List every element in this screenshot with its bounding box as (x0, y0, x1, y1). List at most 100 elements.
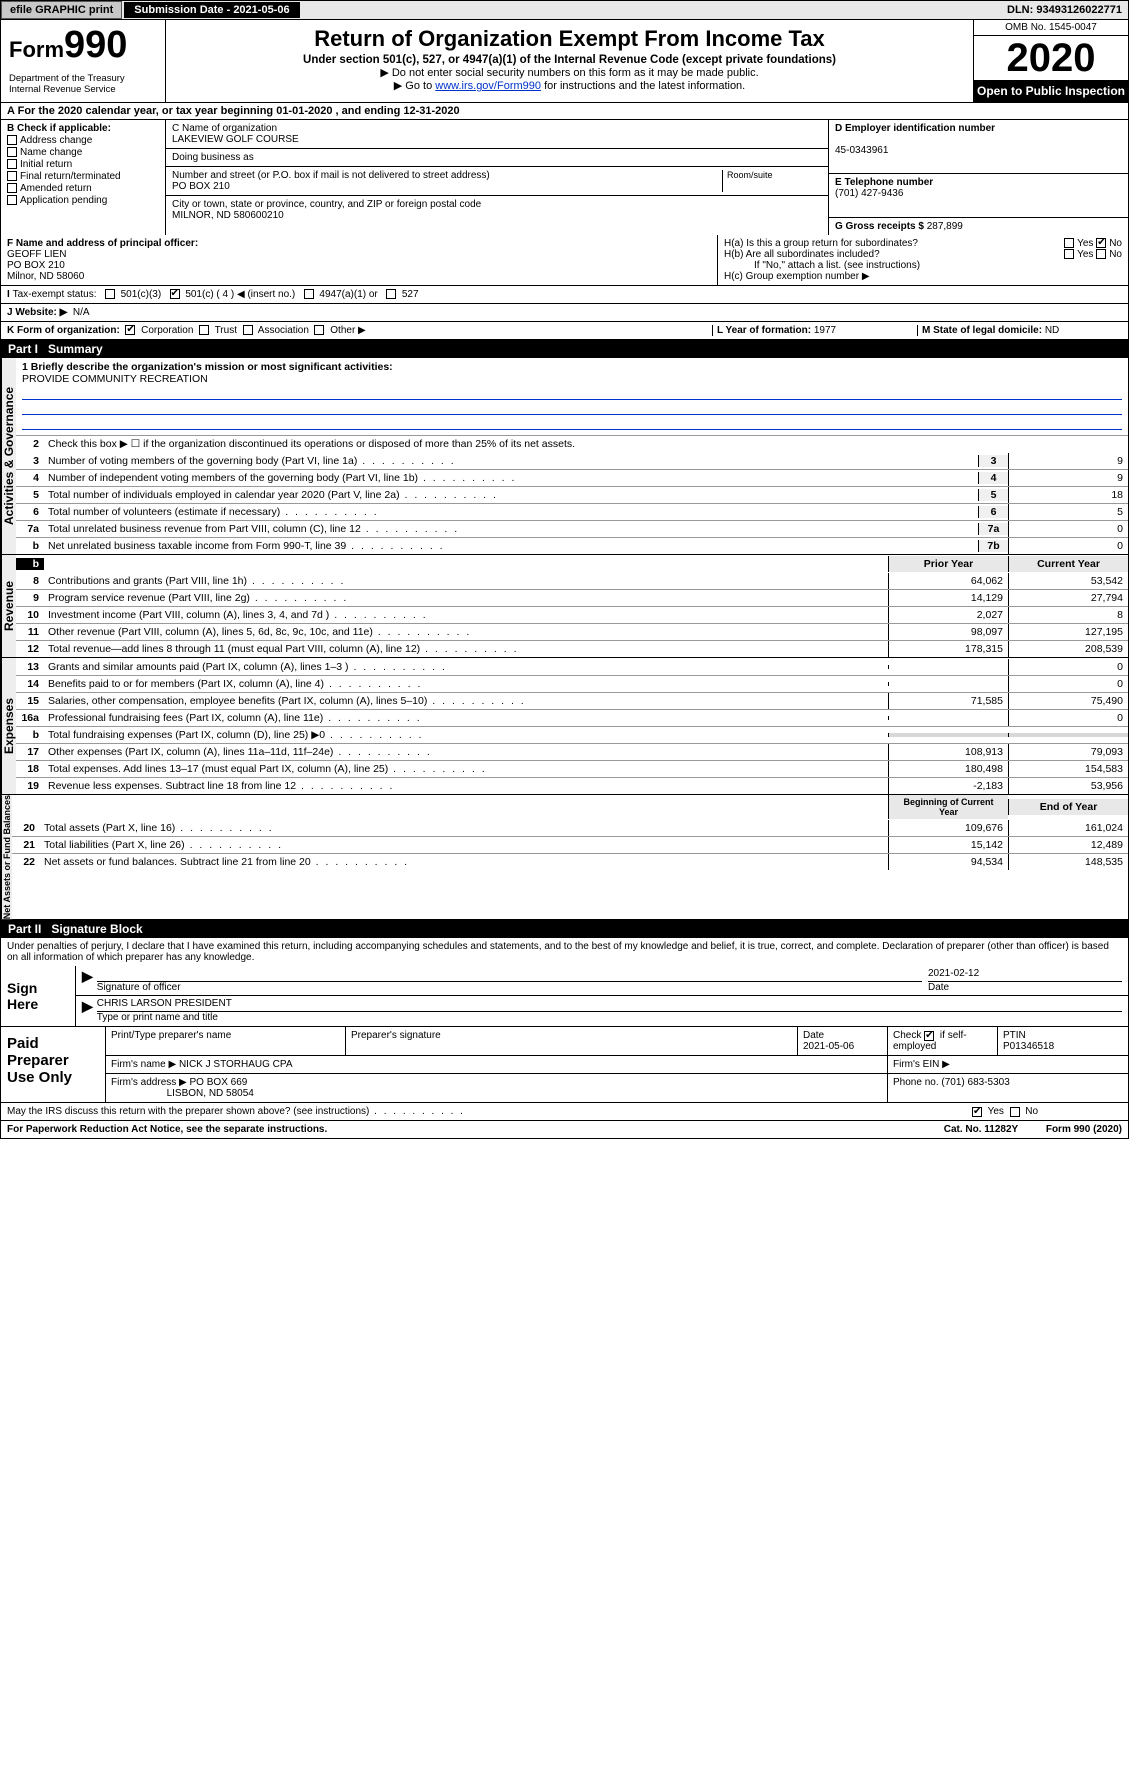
org-name-label: C Name of organization (172, 123, 822, 134)
chk-other[interactable] (314, 325, 324, 335)
part1-num: Part I (8, 342, 38, 356)
page-footer: For Paperwork Reduction Act Notice, see … (0, 1121, 1129, 1139)
chk-association[interactable] (243, 325, 253, 335)
box-de: D Employer identification number 45-0343… (828, 120, 1128, 235)
footer-right: Form 990 (2020) (1046, 1124, 1122, 1135)
top-bar: efile GRAPHIC print Submission Date - 20… (0, 0, 1129, 20)
gross-receipts-value: 287,899 (927, 221, 963, 232)
footer-left: For Paperwork Reduction Act Notice, see … (7, 1124, 327, 1135)
opt-527: 527 (402, 289, 419, 300)
phone-value: (701) 427-9436 (835, 188, 903, 199)
efile-btn[interactable]: efile GRAPHIC print (1, 1, 122, 19)
domicile: ND (1045, 325, 1059, 336)
ha-label: H(a) Is this a group return for subordin… (724, 238, 918, 249)
revenue-row: 12Total revenue—add lines 8 through 11 (… (16, 640, 1128, 657)
expense-row: 16aProfessional fundraising fees (Part I… (16, 709, 1128, 726)
chk-527[interactable] (386, 289, 396, 299)
city-label: City or town, state or province, country… (172, 199, 822, 210)
opt-association: Association (258, 325, 309, 336)
tax-year: 2020 (974, 36, 1128, 80)
chk-discuss-no[interactable] (1010, 1107, 1020, 1117)
chk-name-change[interactable] (7, 147, 17, 157)
chk-discuss-yes[interactable] (972, 1107, 982, 1117)
gov-row: 5Total number of individuals employed in… (16, 486, 1128, 503)
omb-number: OMB No. 1545-0047 (974, 20, 1128, 36)
opt-name-change: Name change (20, 147, 82, 158)
chk-self-employed[interactable] (924, 1031, 934, 1041)
expense-row: bTotal fundraising expenses (Part IX, co… (16, 726, 1128, 743)
chk-initial-return[interactable] (7, 159, 17, 169)
dba-label: Doing business as (172, 152, 822, 163)
gov-row: bNet unrelated business taxable income f… (16, 537, 1128, 554)
chk-ha-no[interactable] (1096, 238, 1106, 248)
addr: PO BOX 210 (172, 181, 722, 192)
revenue-row: 11Other revenue (Part VIII, column (A), … (16, 623, 1128, 640)
row-j: J Website: ▶ N/A (0, 304, 1129, 322)
expense-row: 17Other expenses (Part IX, column (A), l… (16, 743, 1128, 760)
chk-hb-yes[interactable] (1064, 249, 1074, 259)
hb-label: H(b) Are all subordinates included? (724, 249, 880, 260)
gov-row: 3Number of voting members of the governi… (16, 452, 1128, 469)
vert-netassets: Net Assets or Fund Balances (1, 795, 12, 919)
row-i: I Tax-exempt status: 501(c)(3) 501(c) ( … (0, 286, 1129, 304)
form-number: 990 (64, 24, 127, 66)
box-b-label: B Check if applicable: (7, 123, 111, 134)
gov-row: 7aTotal unrelated business revenue from … (16, 520, 1128, 537)
city: MILNOR, ND 580600210 (172, 210, 822, 221)
chk-501c3[interactable] (105, 289, 115, 299)
preparer-date: 2021-05-06 (803, 1041, 854, 1052)
discuss-text: May the IRS discuss this return with the… (7, 1106, 369, 1117)
netassets-row: 20Total assets (Part X, line 16)109,6761… (12, 819, 1128, 836)
lbl-no2: No (1109, 249, 1122, 260)
website-value: N/A (73, 307, 90, 318)
preparer-sig-label: Preparer's signature (346, 1027, 798, 1055)
chk-final-return[interactable] (7, 171, 17, 181)
chk-application-pending[interactable] (7, 195, 17, 205)
ptin-label: PTIN (1003, 1030, 1026, 1041)
vert-expenses: Expenses (1, 658, 16, 794)
box-c: C Name of organization LAKEVIEW GOLF COU… (166, 120, 828, 235)
firm-ein-label: Firm's EIN ▶ (893, 1059, 950, 1070)
expense-row: 15Salaries, other compensation, employee… (16, 692, 1128, 709)
paid-preparer-label: Paid Preparer Use Only (1, 1027, 106, 1102)
form-org-label: K Form of organization: (7, 325, 120, 336)
box-h: H(a) Is this a group return for subordin… (718, 235, 1128, 285)
gross-receipts-label: G Gross receipts $ (835, 221, 924, 232)
opt-application-pending: Application pending (20, 195, 107, 206)
chk-hb-no[interactable] (1096, 249, 1106, 259)
expense-row: 18Total expenses. Add lines 13–17 (must … (16, 760, 1128, 777)
col-current-year: Current Year (1008, 556, 1128, 572)
sig-date: 2021-02-12 (928, 968, 1122, 982)
goto-suffix: for instructions and the latest informat… (541, 80, 745, 92)
sign-here-label: Sign Here (1, 966, 76, 1026)
org-name: LAKEVIEW GOLF COURSE (172, 134, 822, 145)
declaration: Under penalties of perjury, I declare th… (0, 938, 1129, 966)
mission-block: 1 Briefly describe the organization's mi… (16, 358, 1128, 435)
col-begin-year: Beginning of Current Year (888, 795, 1008, 819)
chk-4947[interactable] (304, 289, 314, 299)
box-f: F Name and address of principal officer:… (1, 235, 718, 285)
chk-ha-yes[interactable] (1064, 238, 1074, 248)
ein-label: D Employer identification number (835, 123, 995, 134)
paid-preparer-section: Paid Preparer Use Only Print/Type prepar… (0, 1027, 1129, 1103)
firm-addr2: LISBON, ND 58054 (167, 1088, 254, 1099)
chk-501c[interactable] (170, 289, 180, 299)
opt-corporation: Corporation (141, 325, 193, 336)
part2-header: Part II Signature Block (0, 920, 1129, 938)
preparer-name-label: Print/Type preparer's name (106, 1027, 346, 1055)
row-klm: K Form of organization: Corporation Trus… (0, 322, 1129, 340)
line-2: Check this box ▶ ☐ if the organization d… (44, 436, 1128, 452)
subtitle-2: ▶ Do not enter social security numbers o… (172, 66, 967, 79)
form-label: Form (9, 37, 64, 62)
chk-address-change[interactable] (7, 135, 17, 145)
chk-amended-return[interactable] (7, 183, 17, 193)
discuss-no: No (1025, 1106, 1038, 1117)
chk-trust[interactable] (199, 325, 209, 335)
opt-other: Other ▶ (330, 325, 365, 336)
gov-row: 6Total number of volunteers (estimate if… (16, 503, 1128, 520)
section-governance: Activities & Governance 1 Briefly descri… (0, 358, 1129, 555)
submission-date: Submission Date - 2021-05-06 (124, 2, 299, 18)
instructions-link[interactable]: www.irs.gov/Form990 (435, 80, 541, 92)
chk-corporation[interactable] (125, 325, 135, 335)
period-text: For the 2020 calendar year, or tax year … (18, 105, 460, 117)
